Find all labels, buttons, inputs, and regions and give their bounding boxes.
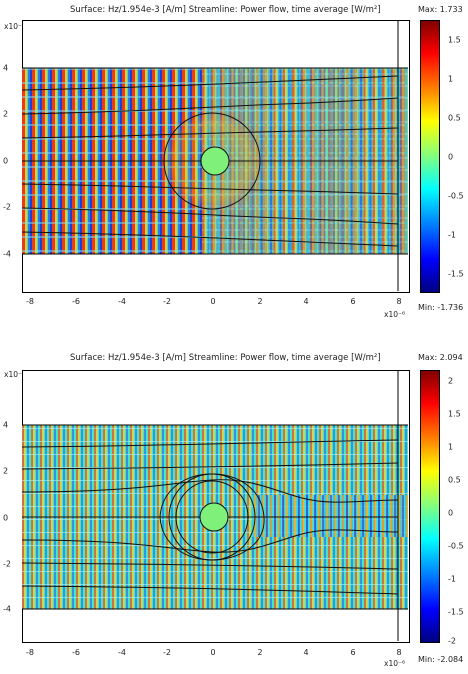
x-tick: 4: [303, 648, 309, 657]
y-exponent-label: x10⁻⁶: [4, 22, 25, 31]
y-exponent-label: x10⁻⁶: [4, 370, 25, 379]
x-tick: 0: [210, 297, 216, 306]
field-surface-plot: [22, 20, 408, 291]
y-tick: 4: [3, 63, 9, 73]
y-tick: 0: [3, 513, 9, 523]
plot-panel-bottom: Surface: Hz/1.954e-3 [A/m] Streamline: P…: [0, 337, 468, 674]
colorbar: [420, 20, 440, 293]
x-tick: -8: [26, 297, 34, 306]
y-tick: -4: [3, 604, 11, 614]
x-tick: 8: [396, 648, 402, 657]
colorbar-tick: 1.5: [448, 409, 461, 419]
x-tick: -6: [72, 297, 80, 306]
colorbar-tick: 1: [448, 74, 454, 84]
x-tick: -8: [26, 648, 34, 657]
y-tick: 4: [3, 420, 9, 430]
x-tick: 2: [257, 297, 263, 306]
x-tick: -4: [118, 648, 126, 657]
pml-circle: [168, 473, 256, 561]
scatterer-cylinder: [200, 146, 230, 176]
pml-circle: [163, 112, 261, 210]
y-tick: -2: [3, 559, 11, 569]
x-tick: 0: [210, 648, 216, 657]
x-tick: 6: [350, 297, 356, 306]
colorbar-tick: 0.5: [448, 113, 461, 123]
colorbar-min-label: Min: -1.736: [418, 303, 464, 312]
x-tick: 6: [350, 648, 356, 657]
plot-panel-top: Surface: Hz/1.954e-3 [A/m] Streamline: P…: [3, 5, 464, 319]
colorbar-max-label: Max: 1.733: [418, 5, 463, 14]
colorbar-tick: 1: [448, 442, 454, 452]
colorbar-max-label: Max: 2.094: [418, 353, 463, 362]
plot-title: Surface: Hz/1.954e-3 [A/m] Streamline: P…: [70, 5, 381, 15]
colorbar-tick: -1: [448, 230, 456, 240]
x-exponent-label: x10⁻⁶: [384, 310, 405, 319]
x-tick: 8: [396, 297, 402, 306]
x-tick: -2: [163, 297, 171, 306]
power-flow-streamlines: [22, 75, 399, 247]
colorbar-tick: -0.5: [448, 191, 464, 201]
y-tick: -4: [3, 249, 11, 259]
colorbar-min-label: Min: -2.084: [418, 655, 464, 664]
field-surface-plot: [22, 370, 408, 641]
x-tick: 2: [257, 648, 263, 657]
colorbar-tick: 1.5: [448, 35, 461, 45]
colorbar-tick: -2: [448, 636, 456, 646]
x-tick: -4: [118, 297, 126, 306]
colorbar-tick: 2: [448, 376, 454, 386]
plot-title: Surface: Hz/1.954e-3 [A/m] Streamline: P…: [70, 353, 381, 363]
x-tick: 4: [303, 297, 309, 306]
colorbar-tick: 0: [448, 152, 454, 162]
colorbar-tick: -1.5: [448, 269, 464, 279]
x-tick: -2: [163, 648, 171, 657]
y-tick: 2: [3, 109, 9, 119]
y-tick: 2: [3, 466, 9, 476]
colorbar-tick: -0.5: [448, 541, 464, 551]
colorbar-tick: 0: [448, 508, 454, 518]
colorbar-tick: -1: [448, 574, 456, 584]
y-tick: -2: [3, 202, 11, 212]
x-exponent-label: x10⁻⁶: [384, 659, 405, 668]
scatterer-cylinder: [199, 502, 229, 532]
y-tick: 0: [3, 156, 9, 166]
colorbar: [420, 370, 440, 643]
colorbar-tick: 0.5: [448, 475, 461, 485]
colorbar-tick: -1.5: [448, 607, 464, 617]
x-tick: -6: [72, 648, 80, 657]
